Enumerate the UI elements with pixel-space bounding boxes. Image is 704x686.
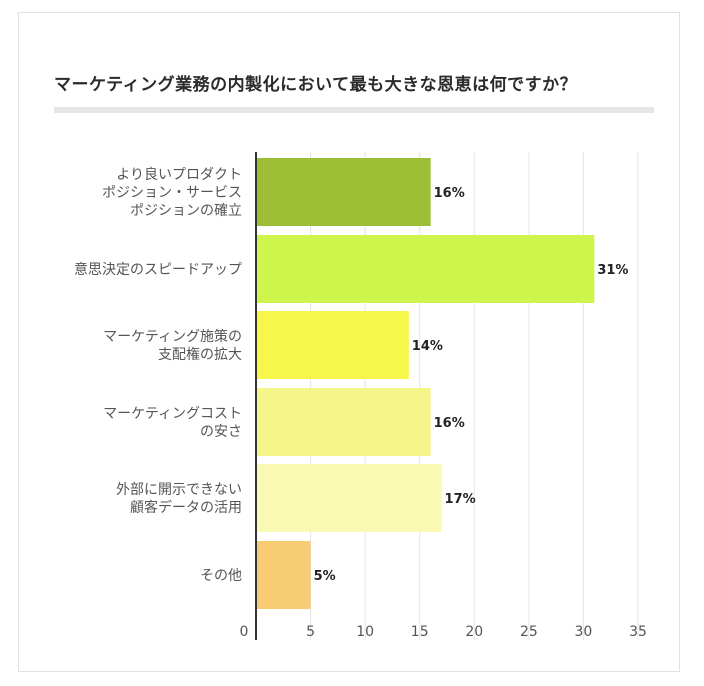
chart-title: マーケティング業務の内製化において最も大きな恩恵は何ですか？ <box>54 75 578 95</box>
category-label: 支配権の拡大 <box>158 346 242 363</box>
category-label: ポジション・サービス <box>102 185 242 201</box>
bar <box>256 464 442 532</box>
x-tick-label: 10 <box>356 624 374 640</box>
category-label: ポジションの確立 <box>130 203 242 219</box>
bar <box>256 235 595 303</box>
category-label: 意思決定のスピードアップ <box>74 261 242 278</box>
category-label: その他 <box>200 568 242 584</box>
category-label: マーケティング施策の <box>103 328 242 345</box>
category-label: 外部に開示できない <box>116 482 242 498</box>
x-tick-label: 0 <box>240 624 249 640</box>
bar <box>256 311 409 379</box>
bar <box>256 541 311 609</box>
category-label: マーケティングコスト <box>103 406 242 422</box>
data-label: 5% <box>314 569 336 584</box>
x-tick-label: 35 <box>629 624 647 640</box>
category-label: の安さ <box>200 424 242 440</box>
x-tick-label: 20 <box>465 624 483 640</box>
x-tick-label: 15 <box>411 624 429 640</box>
x-tick-label: 30 <box>575 624 593 640</box>
data-label: 17% <box>445 492 476 507</box>
x-tick-label: 25 <box>520 624 538 640</box>
data-label: 16% <box>434 186 465 201</box>
title-divider <box>54 107 654 113</box>
category-label: 顧客データの活用 <box>130 499 242 516</box>
data-label: 31% <box>597 263 628 278</box>
bar <box>256 158 431 226</box>
category-label: より良いプロダクト <box>116 167 242 183</box>
data-label: 16% <box>434 416 465 431</box>
x-tick-label: 5 <box>306 624 315 640</box>
data-label: 14% <box>412 339 443 354</box>
bar <box>256 388 431 456</box>
